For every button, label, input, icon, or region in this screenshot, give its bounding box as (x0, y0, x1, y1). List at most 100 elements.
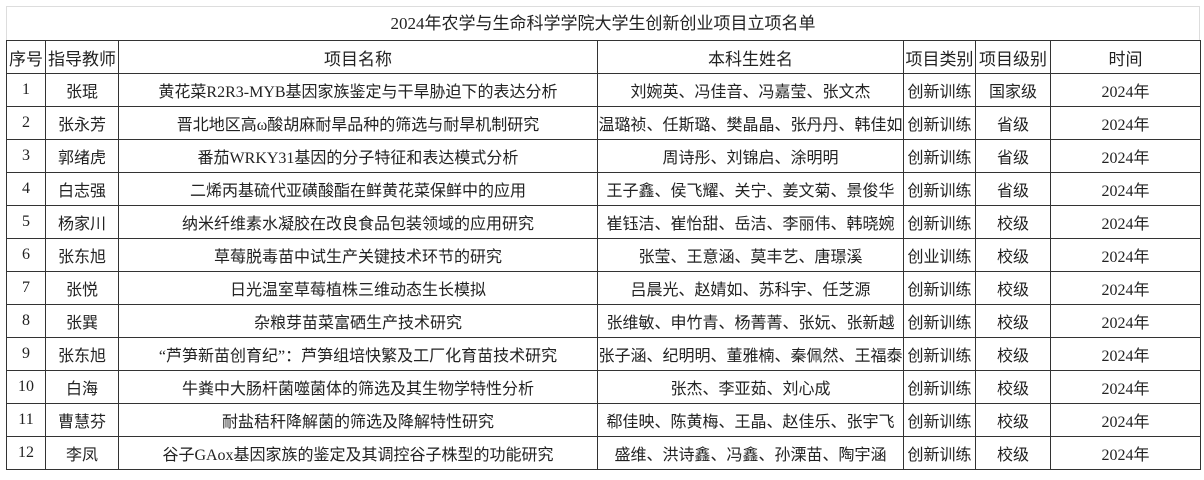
cell-teacher: 张东旭 (45, 238, 119, 272)
cell-year: 2024年 (1050, 271, 1201, 305)
cell-no: 2 (6, 106, 46, 140)
cell-year: 2024年 (1050, 73, 1201, 107)
cell-year: 2024年 (1050, 436, 1201, 470)
cell-no: 6 (6, 238, 46, 272)
cell-teacher: 张琨 (45, 73, 119, 107)
cell-students: 吕晨光、赵婧如、苏科宇、任芝源 (597, 271, 904, 305)
cell-project: 日光温室草莓植株三维动态生长模拟 (118, 271, 598, 305)
cell-project: 耐盐秸秆降解菌的筛选及降解特性研究 (118, 403, 598, 437)
cell-no: 5 (6, 205, 46, 239)
cell-teacher: 张永芳 (45, 106, 119, 140)
table-row: 3 郭绪虎 番茄WRKY31基因的分子特征和表达模式分析 周诗彤、刘锦启、涂明明 创新训… (6, 139, 1201, 173)
table-row: 10 白海 牛粪中大肠杆菌噬菌体的筛选及其生物学特性分析 张杰、李亚茹、刘心成 创新训练… (6, 370, 1201, 404)
cell-students: 郗佳映、陈黄梅、王晶、赵佳乐、张宇飞 (597, 403, 904, 437)
cell-category: 创新训练 (903, 337, 976, 371)
cell-project: 番茄WRKY31基因的分子特征和表达模式分析 (118, 139, 598, 173)
table-row: 4 白志强 二烯丙基硫代亚磺酸酯在鲜黄花菜保鲜中的应用 王子鑫、侯飞耀、关宁、姜文菊、… (6, 172, 1201, 206)
cell-teacher: 曹慧芬 (45, 403, 119, 437)
cell-level: 校级 (975, 238, 1051, 272)
table-header-row: 序号 指导教师 项目名称 本科生姓名 项目类别 项目级别 时间 (6, 40, 1201, 74)
cell-no: 11 (6, 403, 46, 437)
header-project: 项目名称 (118, 40, 598, 74)
cell-level: 国家级 (975, 73, 1051, 107)
cell-year: 2024年 (1050, 337, 1201, 371)
cell-teacher: 白海 (45, 370, 119, 404)
cell-level: 校级 (975, 271, 1051, 305)
cell-level: 校级 (975, 337, 1051, 371)
cell-category: 创新训练 (903, 271, 976, 305)
header-year: 时间 (1050, 40, 1201, 74)
cell-category: 创业训练 (903, 238, 976, 272)
table-row: 11 曹慧芬 耐盐秸秆降解菌的筛选及降解特性研究 郗佳映、陈黄梅、王晶、赵佳乐、张宇飞… (6, 403, 1201, 437)
cell-students: 崔钰洁、崔怡甜、岳洁、李丽伟、韩晓婉 (597, 205, 904, 239)
cell-no: 12 (6, 436, 46, 470)
cell-category: 创新训练 (903, 403, 976, 437)
cell-no: 3 (6, 139, 46, 173)
table-row: 1 张琨 黄花菜R2R3-MYB基因家族鉴定与干旱胁迫下的表达分析 刘婉英、冯佳音、冯… (6, 73, 1201, 107)
cell-students: 张杰、李亚茹、刘心成 (597, 370, 904, 404)
cell-category: 创新训练 (903, 73, 976, 107)
table-row: 5 杨家川 纳米纤维素水凝胶在改良食品包装领域的应用研究 崔钰洁、崔怡甜、岳洁、李丽伟… (6, 205, 1201, 239)
cell-category: 创新训练 (903, 205, 976, 239)
cell-project: 杂粮芽苗菜富硒生产技术研究 (118, 304, 598, 338)
cell-students: 温璐祯、任斯璐、樊晶晶、张丹丹、韩佳如 (597, 106, 904, 140)
table-row: 8 张巽 杂粮芽苗菜富硒生产技术研究 张维敏、申竹青、杨菁菁、张妧、张新越 创新训练 校级… (6, 304, 1201, 338)
cell-no: 4 (6, 172, 46, 206)
cell-no: 10 (6, 370, 46, 404)
table-row: 12 李凤 谷子GAox基因家族的鉴定及其调控谷子株型的功能研究 盛维、洪诗鑫、冯鑫、… (6, 436, 1201, 470)
cell-level: 省级 (975, 172, 1051, 206)
cell-year: 2024年 (1050, 139, 1201, 173)
cell-level: 校级 (975, 403, 1051, 437)
cell-year: 2024年 (1050, 106, 1201, 140)
cell-teacher: 张巽 (45, 304, 119, 338)
cell-teacher: 李凤 (45, 436, 119, 470)
table-row: 7 张悦 日光温室草莓植株三维动态生长模拟 吕晨光、赵婧如、苏科宇、任芝源 创新训练 校级… (6, 271, 1201, 305)
cell-level: 校级 (975, 370, 1051, 404)
cell-students: 周诗彤、刘锦启、涂明明 (597, 139, 904, 173)
cell-teacher: 郭绪虎 (45, 139, 119, 173)
cell-project: 晋北地区高ω酸胡麻耐旱品种的筛选与耐旱机制研究 (118, 106, 598, 140)
header-level: 项目级别 (975, 40, 1051, 74)
cell-students: 张子涵、纪明明、董雅楠、秦佩然、王福泰 (597, 337, 904, 371)
cell-students: 张莹、王意涵、莫丰艺、唐璟溪 (597, 238, 904, 272)
header-teacher: 指导教师 (45, 40, 119, 74)
cell-no: 1 (6, 73, 46, 107)
cell-category: 创新训练 (903, 172, 976, 206)
cell-project: “芦笋新苗创育纪”：芦笋组培快繁及工厂化育苗技术研究 (118, 337, 598, 371)
cell-year: 2024年 (1050, 370, 1201, 404)
cell-category: 创新训练 (903, 436, 976, 470)
cell-students: 王子鑫、侯飞耀、关宁、姜文菊、景俊华 (597, 172, 904, 206)
table-row: 2 张永芳 晋北地区高ω酸胡麻耐旱品种的筛选与耐旱机制研究 温璐祯、任斯璐、樊晶晶、张… (6, 106, 1201, 140)
cell-teacher: 张悦 (45, 271, 119, 305)
header-no: 序号 (6, 40, 46, 74)
cell-category: 创新训练 (903, 370, 976, 404)
cell-teacher: 杨家川 (45, 205, 119, 239)
cell-project: 牛粪中大肠杆菌噬菌体的筛选及其生物学特性分析 (118, 370, 598, 404)
cell-students: 盛维、洪诗鑫、冯鑫、孙溧苗、陶宇涵 (597, 436, 904, 470)
cell-level: 省级 (975, 139, 1051, 173)
cell-category: 创新训练 (903, 139, 976, 173)
cell-teacher: 张东旭 (45, 337, 119, 371)
cell-project: 纳米纤维素水凝胶在改良食品包装领域的应用研究 (118, 205, 598, 239)
cell-level: 校级 (975, 436, 1051, 470)
cell-no: 7 (6, 271, 46, 305)
table-row: 9 张东旭 “芦笋新苗创育纪”：芦笋组培快繁及工厂化育苗技术研究 张子涵、纪明明、董雅… (6, 337, 1201, 371)
cell-year: 2024年 (1050, 238, 1201, 272)
header-category: 项目类别 (903, 40, 976, 74)
cell-teacher: 白志强 (45, 172, 119, 206)
cell-level: 省级 (975, 106, 1051, 140)
cell-no: 8 (6, 304, 46, 338)
cell-students: 刘婉英、冯佳音、冯嘉莹、张文杰 (597, 73, 904, 107)
cell-students: 张维敏、申竹青、杨菁菁、张妧、张新越 (597, 304, 904, 338)
cell-project: 草莓脱毒苗中试生产关键技术环节的研究 (118, 238, 598, 272)
table-row: 6 张东旭 草莓脱毒苗中试生产关键技术环节的研究 张莹、王意涵、莫丰艺、唐璟溪 创业训练… (6, 238, 1201, 272)
cell-project: 谷子GAox基因家族的鉴定及其调控谷子株型的功能研究 (118, 436, 598, 470)
cell-level: 校级 (975, 205, 1051, 239)
cell-category: 创新训练 (903, 304, 976, 338)
cell-year: 2024年 (1050, 205, 1201, 239)
cell-no: 9 (6, 337, 46, 371)
cell-year: 2024年 (1050, 403, 1201, 437)
cell-project: 黄花菜R2R3-MYB基因家族鉴定与干旱胁迫下的表达分析 (118, 73, 598, 107)
document-title: 2024年农学与生命科学学院大学生创新创业项目立项名单 (6, 6, 1200, 40)
project-list-document: 2024年农学与生命科学学院大学生创新创业项目立项名单 序号 指导教师 项目名称… (6, 6, 1201, 470)
